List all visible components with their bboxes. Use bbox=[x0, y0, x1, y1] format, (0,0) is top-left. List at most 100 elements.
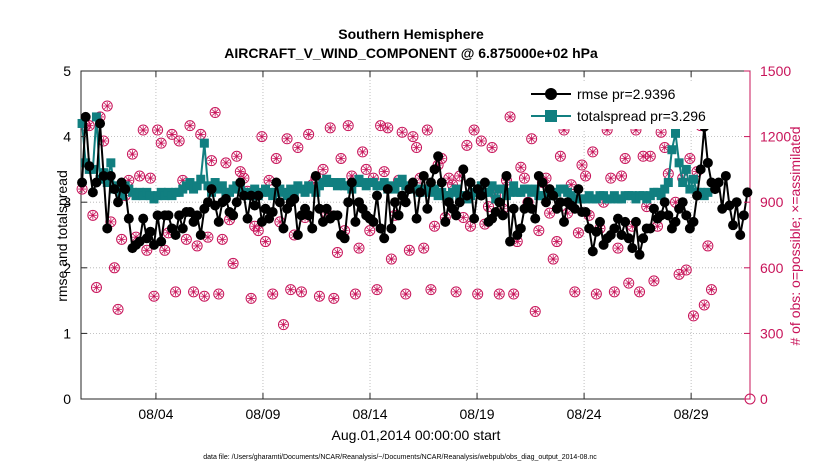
obs-count-point bbox=[375, 120, 387, 132]
rmse-point bbox=[407, 177, 418, 188]
rmse-point bbox=[109, 184, 120, 195]
rmse-point bbox=[440, 216, 451, 227]
obs-possible-marker bbox=[234, 166, 246, 178]
y2-tick-label: 0 bbox=[760, 391, 768, 407]
obs-count-point bbox=[698, 299, 710, 311]
obs-assimilated-marker bbox=[351, 290, 360, 299]
obs-count-point bbox=[303, 128, 315, 140]
obs-assimilated-marker bbox=[196, 130, 205, 139]
obs-possible-marker bbox=[687, 310, 699, 322]
obs-count-point bbox=[576, 159, 588, 171]
obs-count-point bbox=[256, 131, 268, 143]
legend-marker bbox=[545, 88, 557, 100]
rmse-point bbox=[541, 197, 552, 208]
obs-possible-marker bbox=[504, 111, 516, 123]
obs-assimilated-marker bbox=[293, 143, 302, 152]
obs-count-point bbox=[188, 286, 200, 298]
obs-assimilated-marker bbox=[459, 213, 468, 222]
obs-assimilated-marker bbox=[603, 126, 612, 135]
obs-possible-marker bbox=[213, 288, 225, 300]
obs-possible-marker bbox=[357, 146, 369, 158]
obs-assimilated-marker bbox=[635, 287, 644, 296]
totalspread-point bbox=[674, 158, 684, 168]
obs-assimilated-marker bbox=[193, 241, 202, 250]
obs-possible-marker bbox=[612, 242, 624, 254]
obs-possible-marker bbox=[698, 299, 710, 311]
rmse-point bbox=[728, 220, 739, 231]
obs-count-point bbox=[357, 146, 369, 158]
rmse-point bbox=[422, 203, 433, 214]
rmse-point bbox=[663, 210, 674, 221]
y2-tick-label: 1200 bbox=[760, 129, 791, 145]
legend-label: totalspread pr=3.296 bbox=[577, 108, 706, 124]
obs-possible-marker bbox=[400, 288, 412, 300]
obs-assimilated-marker bbox=[470, 126, 479, 135]
obs-count-point bbox=[411, 142, 423, 154]
obs-possible-marker bbox=[648, 275, 660, 287]
y-tick-label: 3 bbox=[63, 194, 71, 210]
obs-assimilated-marker bbox=[531, 307, 540, 316]
obs-possible-marker bbox=[170, 286, 182, 298]
obs-assimilated-marker bbox=[592, 290, 601, 299]
obs-assimilated-marker bbox=[200, 292, 209, 301]
rmse-point bbox=[587, 246, 598, 257]
y2-tick-label: 900 bbox=[760, 194, 784, 210]
obs-possible-marker bbox=[267, 288, 279, 300]
rmse-point bbox=[339, 233, 350, 244]
obs-count-point bbox=[684, 152, 696, 164]
obs-assimilated-marker bbox=[207, 156, 216, 165]
obs-count-point bbox=[425, 284, 437, 296]
obs-assimilated-marker bbox=[99, 136, 108, 145]
obs-count-point bbox=[342, 120, 354, 132]
obs-assimilated-marker bbox=[146, 174, 155, 183]
obs-count-point bbox=[234, 166, 246, 178]
obs-possible-marker bbox=[468, 124, 480, 136]
obs-count-point bbox=[587, 146, 599, 158]
obs-possible-marker bbox=[529, 306, 541, 318]
obs-possible-marker bbox=[508, 288, 520, 300]
obs-possible-marker bbox=[295, 286, 307, 298]
obs-assimilated-marker bbox=[247, 294, 256, 303]
obs-assimilated-marker bbox=[398, 128, 407, 137]
totalspread-point bbox=[681, 164, 691, 174]
rmse-point bbox=[386, 223, 397, 234]
obs-possible-marker bbox=[580, 170, 592, 182]
obs-count-point bbox=[198, 290, 210, 302]
obs-count-point bbox=[590, 288, 602, 300]
obs-assimilated-marker bbox=[279, 320, 288, 329]
obs-count-point bbox=[623, 277, 635, 289]
obs-count-point bbox=[220, 157, 232, 169]
obs-assimilated-marker bbox=[319, 165, 328, 174]
obs-assimilated-marker bbox=[682, 265, 691, 274]
chart-subtitle: AIRCRAFT_V_WIND_COMPONENT @ 6.875000e+02… bbox=[224, 45, 598, 61]
rmse-point bbox=[433, 151, 444, 162]
rmse-point bbox=[346, 177, 357, 188]
obs-assimilated-marker bbox=[265, 176, 274, 185]
obs-assimilated-marker bbox=[203, 233, 212, 242]
obs-count-point bbox=[87, 209, 99, 221]
obs-assimilated-marker bbox=[653, 222, 662, 231]
rmse-point bbox=[609, 223, 620, 234]
obs-count-point bbox=[267, 288, 279, 300]
obs-assimilated-marker bbox=[257, 132, 266, 141]
rmse-point bbox=[138, 213, 149, 224]
obs-count-point bbox=[141, 244, 153, 256]
y-tick-label: 5 bbox=[63, 63, 71, 79]
obs-possible-marker bbox=[590, 288, 602, 300]
obs-possible-marker bbox=[126, 148, 138, 160]
obs-assimilated-marker bbox=[631, 126, 640, 135]
obs-assimilated-marker bbox=[221, 158, 230, 167]
obs-count-point bbox=[472, 288, 484, 300]
legend-marker bbox=[545, 110, 557, 122]
obs-possible-marker bbox=[256, 131, 268, 143]
totalspread-point bbox=[685, 184, 695, 194]
obs-possible-marker bbox=[335, 152, 347, 164]
obs-possible-marker bbox=[285, 284, 297, 296]
obs-possible-marker bbox=[382, 122, 394, 134]
x-tick-label: 08/29 bbox=[674, 406, 709, 422]
rmse-point bbox=[242, 213, 253, 224]
obs-assimilated-marker bbox=[333, 248, 342, 257]
obs-assimilated-marker bbox=[430, 222, 439, 231]
obs-possible-marker bbox=[475, 135, 487, 147]
obs-count-point bbox=[508, 288, 520, 300]
